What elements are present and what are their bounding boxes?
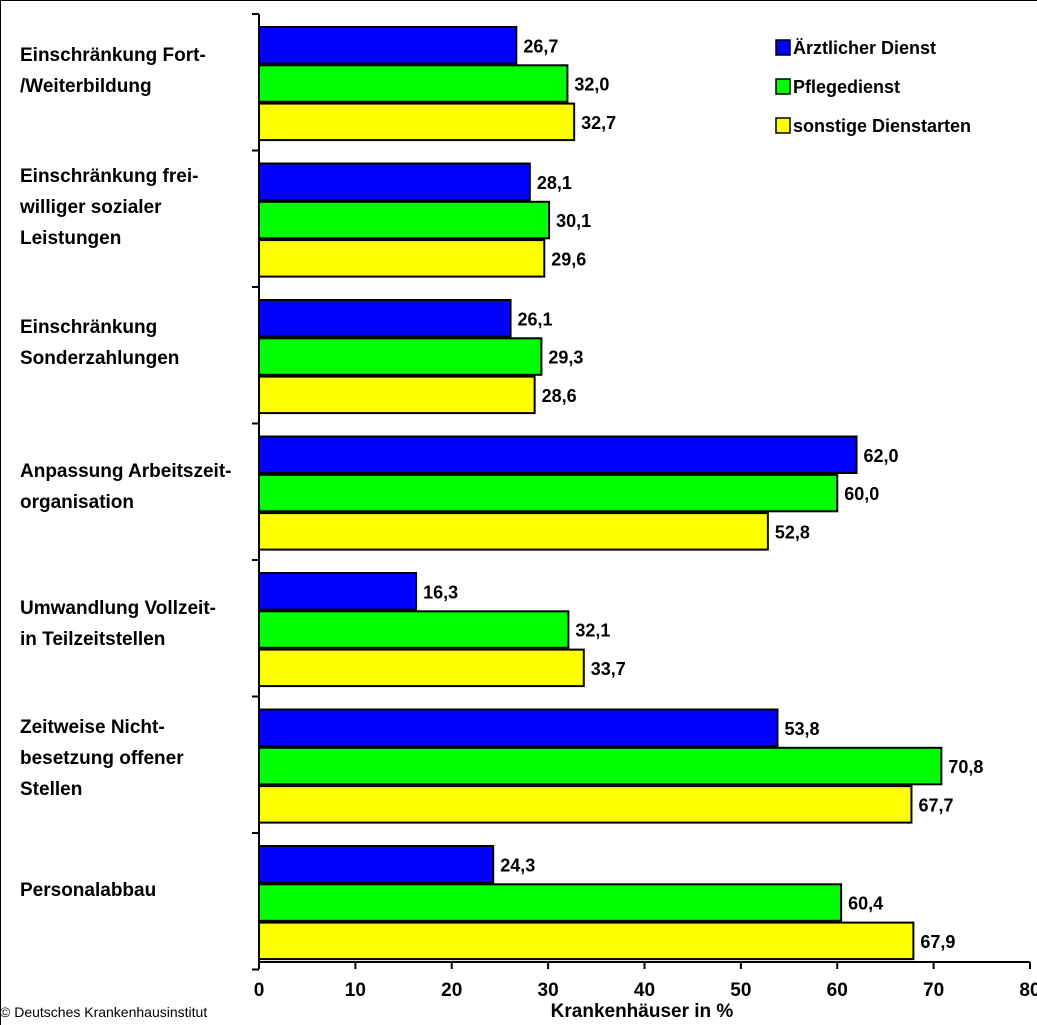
data-label: 32,0: [574, 75, 609, 95]
bar: [258, 102, 576, 142]
bar: [258, 610, 570, 649]
category-label: Einschränkung Fort- /Weiterbildung: [20, 45, 206, 97]
bar: [258, 708, 779, 747]
bar: [258, 162, 531, 201]
data-label: 67,7: [918, 795, 953, 815]
x-axis-title: Krankenhäuser in %: [551, 1001, 734, 1022]
category-label: Einschränkung frei- williger sozialer Le…: [20, 166, 199, 249]
bar: [258, 337, 543, 376]
data-label: 60,0: [844, 484, 879, 504]
bar: [258, 845, 495, 884]
x-tick-label: 0: [254, 980, 265, 1001]
category-label: Personalabbau: [20, 880, 157, 901]
category-label: Umwandlung Vollzeit- in Teilzeitstellen: [20, 598, 216, 650]
data-label: 16,3: [423, 582, 458, 602]
data-label: 26,7: [523, 36, 558, 56]
data-label: 60,4: [848, 894, 883, 914]
x-tick-label: 30: [538, 980, 559, 1001]
bar: [258, 921, 915, 961]
category-label: Einschränkung Sonderzahlungen: [20, 317, 180, 369]
legend-label: Ärztlicher Dienst: [793, 38, 936, 58]
bar: [258, 64, 569, 103]
data-label: 30,1: [556, 211, 591, 231]
category-label: Zeitweise Nicht- besetzung offener Stell…: [20, 717, 184, 800]
x-tick-label: 10: [345, 980, 366, 1001]
legend-swatch: [775, 78, 791, 95]
x-tick-label: 40: [634, 980, 655, 1001]
x-tick-label: 20: [441, 980, 462, 1001]
data-label: 70,8: [948, 757, 983, 777]
bar: [258, 435, 858, 474]
legend-label: sonstige Dienstarten: [793, 116, 971, 136]
x-tick-label: 70: [923, 980, 944, 1001]
bar: [258, 473, 839, 513]
x-tick-label: 80: [1019, 980, 1037, 1001]
legend-swatch: [775, 117, 791, 134]
legend-swatch: [775, 39, 791, 56]
bar: [258, 785, 913, 824]
data-label: 53,8: [784, 719, 819, 739]
data-label: 67,9: [920, 932, 955, 952]
data-label: 29,3: [548, 348, 583, 368]
bar: [258, 883, 843, 922]
data-label: 24,3: [500, 855, 535, 875]
x-tick-label: 60: [827, 980, 848, 1001]
bar: [258, 512, 769, 551]
bar: [258, 26, 518, 65]
copyright-note: © Deutsches Krankenhausinstitut: [0, 1004, 208, 1020]
bar: [258, 746, 943, 786]
bar: [258, 648, 585, 688]
data-label: 32,1: [575, 621, 610, 641]
data-label: 28,6: [542, 386, 577, 406]
data-label: 62,0: [864, 446, 899, 466]
data-label: 26,1: [518, 309, 553, 329]
bar: [258, 200, 551, 240]
bar: [258, 572, 418, 611]
bar: [258, 239, 546, 278]
bar: [258, 299, 512, 338]
data-label: 32,7: [581, 113, 616, 133]
bar: [258, 375, 536, 415]
data-label: 33,7: [591, 659, 626, 679]
x-tick-label: 50: [730, 980, 751, 1001]
category-label: Anpassung Arbeitszeit- organisation: [20, 461, 232, 513]
data-label: 52,8: [775, 522, 810, 542]
data-label: 28,1: [537, 173, 572, 193]
legend-label: Pflegedienst: [793, 77, 900, 97]
data-label: 29,6: [551, 249, 586, 269]
